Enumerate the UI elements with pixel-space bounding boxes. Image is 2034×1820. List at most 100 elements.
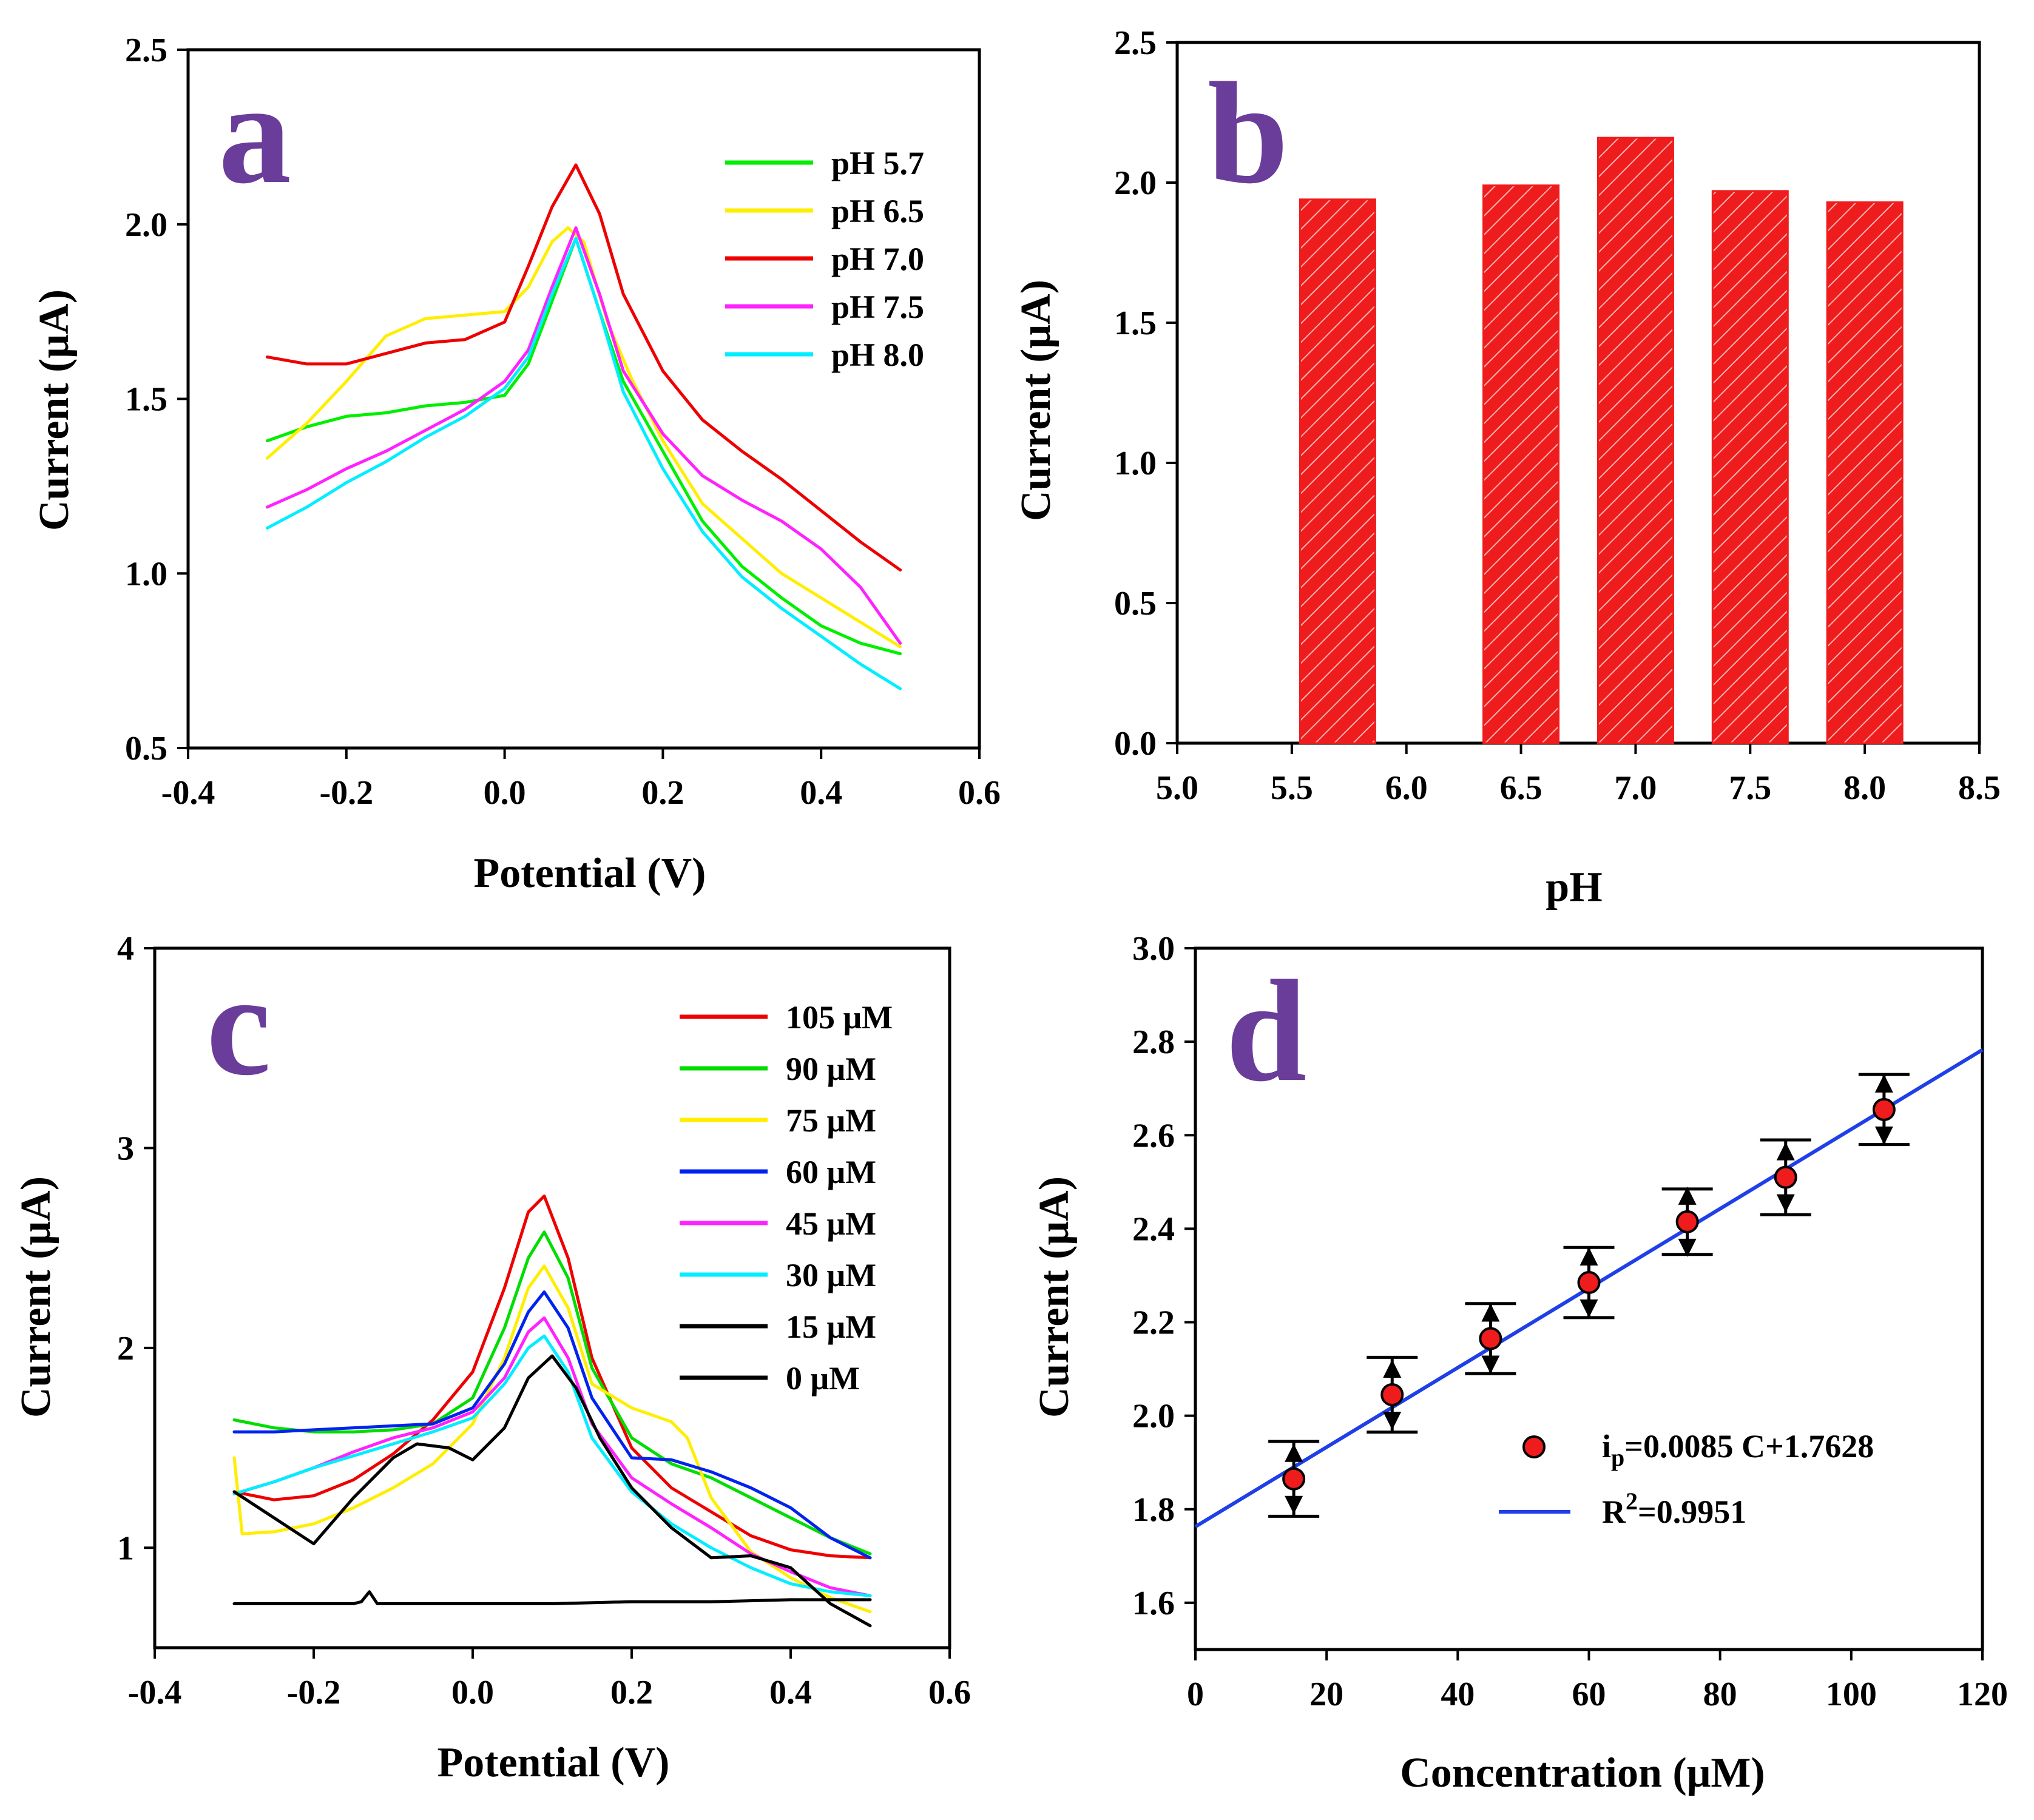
series-line-60-μM	[232, 1290, 872, 1560]
series-line-pH-5.7	[265, 237, 902, 656]
panel-a-x-title: Potential (V)	[474, 850, 706, 897]
y-tick-label: 1	[117, 1529, 134, 1567]
data-point	[1380, 1383, 1404, 1406]
x-tick-label: 8.5	[1958, 769, 2001, 807]
y-tick-label: 3.0	[1132, 930, 1175, 968]
y-tick-label: 2.0	[125, 206, 167, 244]
y-tick-label: 2.8	[1132, 1023, 1175, 1061]
series-line-pH-8.0	[265, 237, 902, 690]
legend-label: 60 μM	[786, 1154, 876, 1190]
panel-d-legend-marker	[1522, 1435, 1546, 1458]
panel-b-frame	[1175, 41, 1981, 745]
panel-d-x-ticks: 0 20 40 60 80 100 120	[1187, 1650, 2008, 1713]
bar-ph-7.5	[1711, 190, 1789, 744]
y-tick-label: 2.4	[1132, 1210, 1175, 1248]
panel-c-y-ticks: 1 2 3 4	[117, 930, 155, 1567]
error-arrow-up	[1383, 1359, 1402, 1378]
panel-c-plot-area	[153, 946, 951, 1650]
y-tick-label: 2.0	[1114, 164, 1157, 202]
x-tick-label: 0.6	[928, 1674, 971, 1711]
panel-c-y-title: Current (μA)	[13, 1176, 59, 1418]
panel-d-legend-fit-label: R2=0.9951	[1602, 1488, 1746, 1530]
panel-a-y-ticks: 0.5 1.0 1.5 2.0 2.5	[125, 32, 188, 767]
panel-d-letter: d	[1226, 950, 1306, 1111]
error-arrow-down	[1580, 1299, 1598, 1318]
bar-ph-5.7	[1299, 198, 1376, 744]
legend-label: 105 μM	[786, 999, 893, 1036]
x-tick-label: 40	[1441, 1676, 1475, 1713]
error-arrow-up	[1776, 1142, 1795, 1161]
error-arrow-up	[1285, 1443, 1303, 1462]
panel-d-y-title: Current (μA)	[1031, 1176, 1078, 1418]
panel-b-letter: b	[1208, 52, 1288, 214]
panel-d-x-title: Concentration (μM)	[1400, 1750, 1765, 1796]
panel-c-series	[232, 1195, 872, 1628]
data-point	[1872, 1097, 1896, 1121]
panel-d-legend-points-label: ip=0.0085 C+1.7628	[1602, 1428, 1874, 1471]
legend-label: 75 μM	[786, 1102, 876, 1139]
x-tick-label: 6.5	[1500, 769, 1542, 807]
y-tick-label: 4	[117, 930, 134, 968]
error-arrow-down	[1874, 1126, 1893, 1145]
legend-line-suffix: =0.9951	[1638, 1494, 1746, 1530]
x-tick-label: 7.0	[1614, 769, 1657, 807]
panel-c: -0.4 -0.2 0.0 0.2 0.4 0.6 1 2 3 4 105 μM 90 μM 75 …	[13, 930, 971, 1786]
data-point	[1577, 1271, 1601, 1295]
data-point	[1675, 1210, 1699, 1233]
panel-c-x-ticks: -0.4 -0.2 0.0 0.2 0.4 0.6	[128, 1648, 971, 1711]
x-tick-label: 7.5	[1729, 769, 1771, 807]
y-tick-label: 2.5	[125, 32, 167, 69]
panel-d-y-ticks: 1.6 1.8 2.0 2.2 2.4 2.6 2.8 3.0	[1132, 930, 1195, 1622]
panel-b: 5.0 5.5 6.0 6.5 7.0 7.5 8.0 8.5 0.0 0.5 1.0 1.5 2.0…	[1013, 24, 2001, 911]
legend-label: pH 8.0	[831, 337, 924, 373]
legend-points-prefix: i	[1602, 1428, 1611, 1464]
data-point	[1479, 1327, 1502, 1350]
y-tick-label: 0.5	[125, 730, 167, 767]
legend-label: 30 μM	[786, 1257, 876, 1293]
y-tick-label: 1.0	[1114, 445, 1157, 482]
panel-b-x-title: pH	[1546, 864, 1602, 911]
x-tick-label: 0	[1187, 1676, 1204, 1713]
x-tick-label: -0.4	[128, 1674, 182, 1711]
legend-points-suffix: =0.0085 C+1.7628	[1624, 1428, 1874, 1464]
series-line-15-μM	[232, 1590, 872, 1605]
x-tick-label: 8.0	[1843, 769, 1886, 807]
y-tick-label: 1.5	[125, 381, 167, 419]
x-tick-label: 5.0	[1156, 769, 1198, 807]
x-tick-label: 0.0	[484, 774, 526, 812]
x-tick-label: 100	[1826, 1676, 1877, 1713]
series-line-90-μM	[232, 1230, 872, 1555]
series-line-45-μM	[232, 1316, 872, 1597]
bar-ph-6.5	[1482, 184, 1560, 744]
panel-d: 0 20 40 60 80 100 120 1.6 1.8 2.0 2.2 2.4 2.6 2.8 3.0…	[1031, 930, 2008, 1796]
error-arrow-up	[1874, 1074, 1893, 1093]
panel-b-bars	[1299, 136, 1904, 744]
x-tick-label: -0.4	[161, 774, 215, 812]
y-tick-label: 1.0	[125, 555, 167, 593]
error-arrow-up	[1678, 1186, 1697, 1205]
error-arrow-down	[1481, 1355, 1500, 1374]
bar-ph-7	[1596, 136, 1674, 744]
series-line-pH-7.5	[265, 226, 902, 645]
legend-points-subscript: p	[1611, 1444, 1624, 1471]
y-tick-label: 2.6	[1132, 1117, 1175, 1154]
error-arrow-up	[1580, 1247, 1598, 1266]
data-point	[1282, 1467, 1306, 1491]
legend-line-prefix: R	[1602, 1494, 1626, 1530]
legend-label: 0 μM	[786, 1360, 860, 1397]
y-tick-label: 2.5	[1114, 24, 1157, 62]
x-tick-label: 0.4	[800, 774, 842, 812]
panel-d-legend: ip=0.0085 C+1.7628 R2=0.9951	[1499, 1428, 1874, 1530]
panel-d-points	[1268, 1073, 1910, 1518]
panel-c-x-title: Potential (V)	[438, 1739, 670, 1786]
legend-label: pH 7.0	[831, 241, 924, 277]
panel-b-y-ticks: 0.0 0.5 1.0 1.5 2.0 2.5	[1114, 24, 1177, 763]
x-tick-label: 120	[1957, 1676, 2008, 1713]
x-tick-label: 0.0	[451, 1674, 494, 1711]
panel-b-y-title: Current (μA)	[1013, 280, 1059, 521]
panel-b-x-ticks: 5.0 5.5 6.0 6.5 7.0 7.5 8.0 8.5	[1156, 743, 2001, 807]
panel-a-letter: a	[218, 52, 291, 214]
y-tick-label: 2.2	[1132, 1304, 1175, 1342]
y-tick-label: 0.5	[1114, 585, 1157, 622]
